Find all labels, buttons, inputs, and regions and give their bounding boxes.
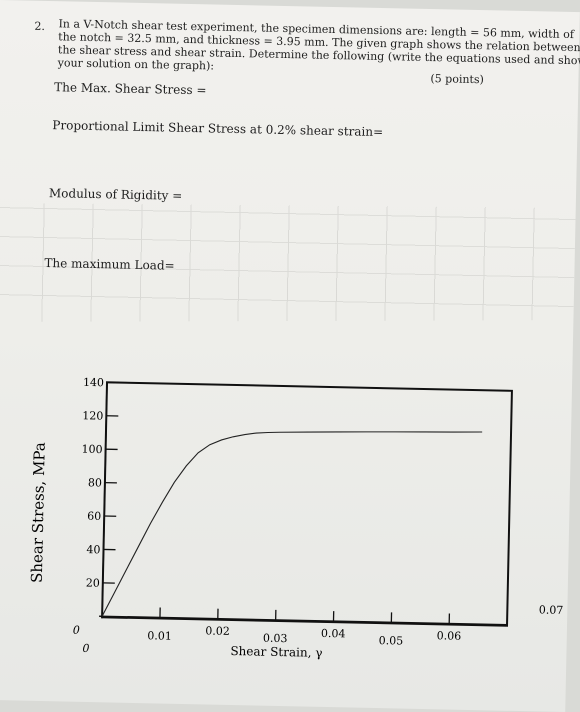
- y-tick-label: 140: [83, 376, 104, 389]
- y-tick-label: 60: [87, 510, 101, 523]
- y-axis-label: Shear Stress, MPa: [28, 442, 49, 583]
- stress-strain-curve: [102, 424, 482, 624]
- x-tick-label: 0.05: [379, 634, 404, 648]
- y-tick-label: 120: [82, 409, 103, 422]
- y-ticks: 0 20 40 60 80 100 120 140: [73, 376, 119, 638]
- y-tick-label: 100: [81, 443, 102, 456]
- y-tick-label: 40: [86, 543, 100, 556]
- plot-frame: [102, 382, 512, 625]
- x-tick-label: 0.06: [437, 629, 462, 643]
- x-tick-label: 0.04: [321, 627, 346, 641]
- x-tick-label: 0.02: [205, 624, 230, 638]
- x-tick-label: 0: [82, 642, 89, 655]
- x-tick-label: 0.01: [147, 629, 172, 643]
- y-tick-label: 80: [88, 476, 102, 489]
- y-tick-label: 20: [86, 576, 100, 589]
- y-tick-label: 0: [73, 624, 80, 637]
- x-axis-label: Shear Strain, γ: [230, 644, 322, 660]
- x-tick-label: 0.03: [263, 632, 288, 646]
- x-ticks: 0 0.01 0.02 0.03 0.04 0.05 0.06 0.07: [82, 594, 563, 665]
- x-tick-label: 0.07: [539, 603, 564, 617]
